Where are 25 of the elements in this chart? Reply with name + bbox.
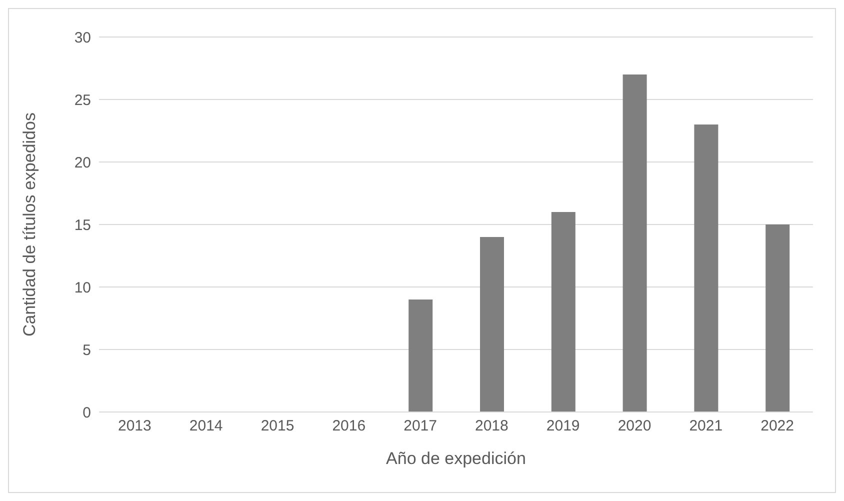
x-tick-label: 2019 (546, 418, 580, 435)
x-tick-label: 2014 (189, 418, 223, 435)
y-tick-label: 5 (82, 342, 91, 359)
y-tick-label: 25 (74, 92, 91, 109)
bar (622, 74, 647, 412)
y-tick-label: 30 (74, 29, 91, 46)
bar (766, 224, 790, 412)
x-tick-label: 2017 (404, 418, 437, 435)
x-axis-title: Año de expedición (386, 449, 526, 468)
bar (480, 237, 504, 412)
x-tick-label: 2020 (618, 418, 652, 435)
x-tick-label: 2016 (332, 418, 366, 435)
x-tick-label: 2022 (760, 418, 794, 435)
x-tick-label: 2018 (475, 418, 508, 435)
y-tick-label: 20 (74, 154, 91, 172)
y-tick-label: 15 (74, 216, 91, 234)
y-axis-title: Cantidad de títulos expedidos (20, 112, 40, 336)
bar (551, 212, 576, 412)
x-tick-label: 2013 (118, 418, 152, 435)
x-tick-label: 2021 (689, 418, 723, 435)
y-tick-label: 10 (74, 279, 91, 296)
bar (694, 124, 718, 412)
x-tick-label: 2015 (260, 418, 294, 435)
bar (408, 300, 433, 412)
y-tick-label: 0 (82, 404, 91, 422)
